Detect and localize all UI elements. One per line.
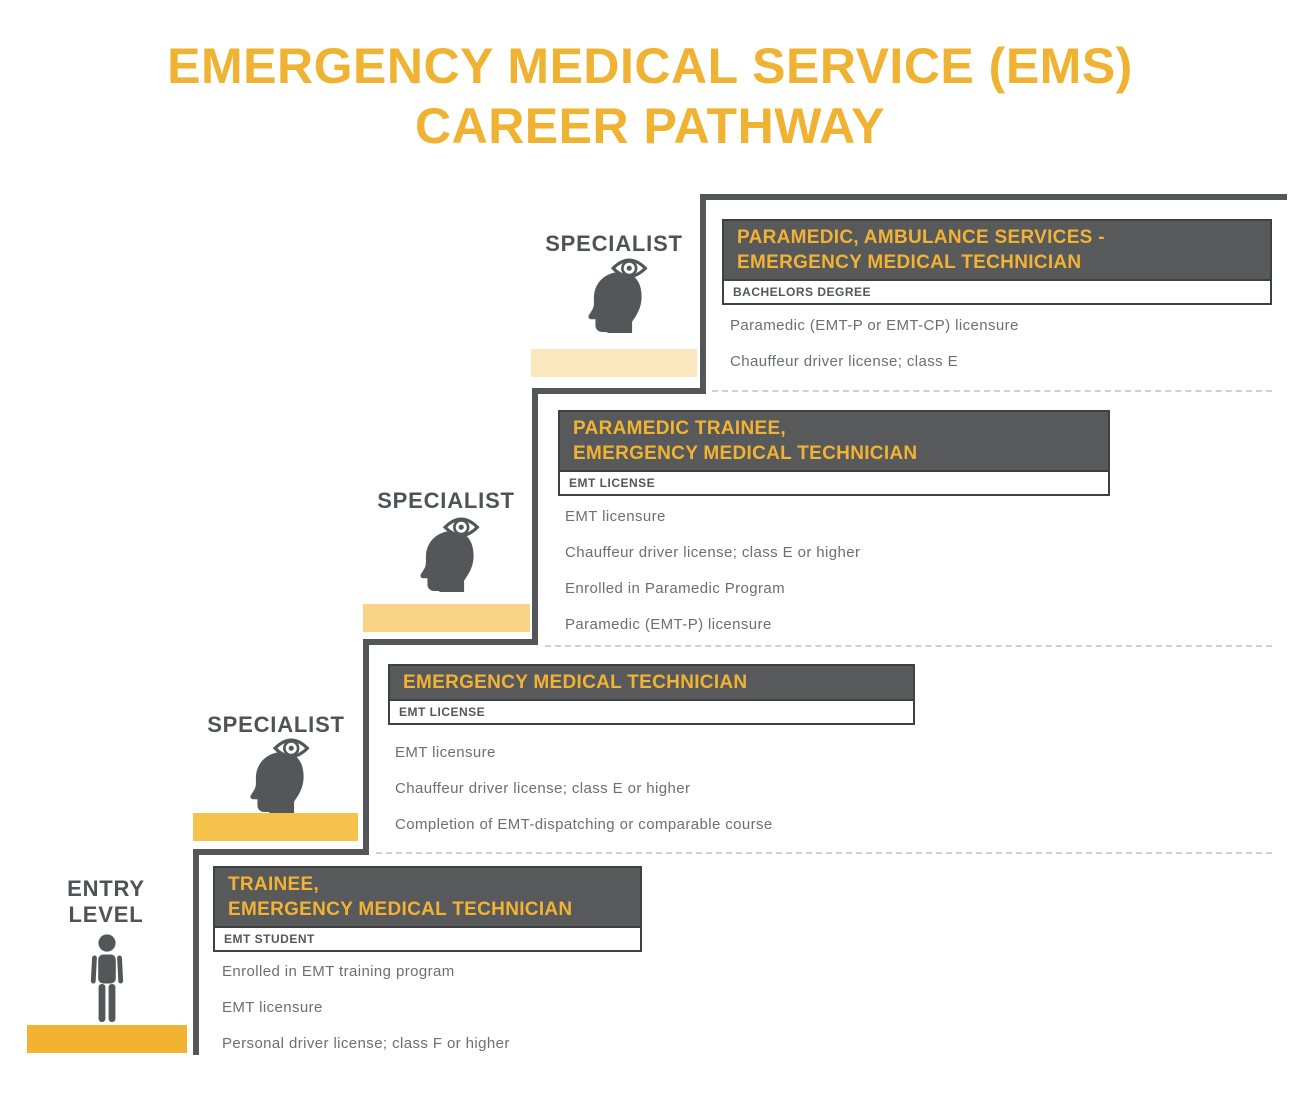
stage-label-line: SPECIALIST [377, 488, 515, 513]
requirement-item: EMT licensure [395, 744, 496, 761]
requirement-item: Personal driver license; class F or high… [222, 1035, 510, 1052]
requirement-item: Enrolled in EMT training program [222, 963, 455, 980]
credential-badge: EMT LICENSE [560, 470, 1108, 494]
step-highlight-bar-specialist-3 [531, 349, 697, 377]
stage-label-line: SPECIALIST [545, 231, 683, 256]
requirement-item: Chauffeur driver license; class E or hig… [395, 780, 691, 797]
job-title: PARAMEDIC, AMBULANCE SERVICES - EMERGENC… [724, 221, 1270, 279]
dotted-separator-2 [545, 645, 1272, 647]
page-title-line2: CAREER PATHWAY [414, 98, 885, 154]
stage-label-specialist-3: SPECIALIST [539, 231, 689, 257]
job-box-paramedic-ambulance: PARAMEDIC, AMBULANCE SERVICES - EMERGENC… [722, 219, 1272, 305]
stage-label-line: LEVEL [68, 902, 144, 927]
dotted-separator-1 [376, 852, 1272, 854]
stage-label-specialist-1: SPECIALIST [201, 712, 351, 738]
staircase-line-vertical-3 [532, 388, 538, 645]
staircase-line-vertical-1 [193, 849, 199, 1055]
staircase-line-vertical-2 [363, 639, 369, 855]
job-title: TRAINEE, EMERGENCY MEDICAL TECHNICIAN [215, 868, 640, 926]
staircase-line-step-2 [363, 639, 538, 645]
job-title: PARAMEDIC TRAINEE, EMERGENCY MEDICAL TEC… [560, 412, 1108, 470]
stage-label-specialist-2: SPECIALIST [371, 488, 521, 514]
head-eye-icon [232, 733, 320, 818]
requirement-item: Paramedic (EMT-P) licensure [565, 616, 772, 633]
job-box-emt: EMERGENCY MEDICAL TECHNICIAN EMT LICENSE [388, 664, 915, 725]
credential-badge: EMT STUDENT [215, 926, 640, 950]
job-title-line: EMERGENCY MEDICAL TECHNICIAN [228, 899, 573, 920]
job-title-line: PARAMEDIC TRAINEE, [573, 418, 786, 439]
stage-label-line: ENTRY [67, 876, 145, 901]
job-title: EMERGENCY MEDICAL TECHNICIAN [390, 666, 913, 699]
job-title-line: TRAINEE, [228, 874, 320, 895]
job-title-line: EMERGENCY MEDICAL TECHNICIAN [737, 252, 1082, 273]
stage-label-entry-level: ENTRY LEVEL [40, 876, 172, 928]
requirements-list-specialist-3: Paramedic (EMT-P or EMT-CP) licensure Ch… [730, 317, 1019, 389]
page-title-line1: EMERGENCY MEDICAL SERVICE (EMS) [167, 38, 1133, 94]
head-eye-icon [570, 253, 658, 338]
staircase-line-step-1 [193, 849, 369, 855]
requirements-list-specialist-1: EMT licensure Chauffeur driver license; … [395, 744, 773, 852]
credential-badge: BACHELORS DEGREE [724, 279, 1270, 303]
job-title-line: PARAMEDIC, AMBULANCE SERVICES - [737, 227, 1105, 248]
requirement-item: EMT licensure [565, 508, 666, 525]
head-eye-icon [402, 512, 490, 597]
job-title-line: EMERGENCY MEDICAL TECHNICIAN [573, 443, 918, 464]
requirement-item: Enrolled in Paramedic Program [565, 580, 786, 597]
step-highlight-bar-entry [27, 1025, 187, 1053]
requirement-item: Paramedic (EMT-P or EMT-CP) licensure [730, 317, 1019, 334]
requirement-item: EMT licensure [222, 999, 323, 1016]
step-highlight-bar-specialist-1 [193, 813, 358, 841]
job-box-paramedic-trainee: PARAMEDIC TRAINEE, EMERGENCY MEDICAL TEC… [558, 410, 1110, 496]
requirement-item: Completion of EMT-dispatching or compara… [395, 816, 773, 833]
requirements-list-specialist-2: EMT licensure Chauffeur driver license; … [565, 508, 860, 652]
job-box-trainee-emt: TRAINEE, EMERGENCY MEDICAL TECHNICIAN EM… [213, 866, 642, 952]
requirements-list-entry: Enrolled in EMT training program EMT lic… [222, 963, 510, 1071]
requirement-item: Chauffeur driver license; class E or hig… [565, 544, 861, 561]
staircase-line-vertical-4 [700, 194, 706, 394]
requirement-item: Chauffeur driver license; class E [730, 353, 959, 370]
credential-badge: EMT LICENSE [390, 699, 913, 723]
staircase-line-step-3 [532, 388, 706, 394]
person-icon [85, 934, 129, 1029]
job-title-line: EMERGENCY MEDICAL TECHNICIAN [403, 672, 748, 693]
page-title: EMERGENCY MEDICAL SERVICE (EMS) CAREER P… [0, 36, 1300, 156]
dotted-separator-3 [712, 390, 1272, 392]
step-highlight-bar-specialist-2 [363, 604, 530, 632]
staircase-line-top [700, 194, 1287, 200]
stage-label-line: SPECIALIST [207, 712, 345, 737]
